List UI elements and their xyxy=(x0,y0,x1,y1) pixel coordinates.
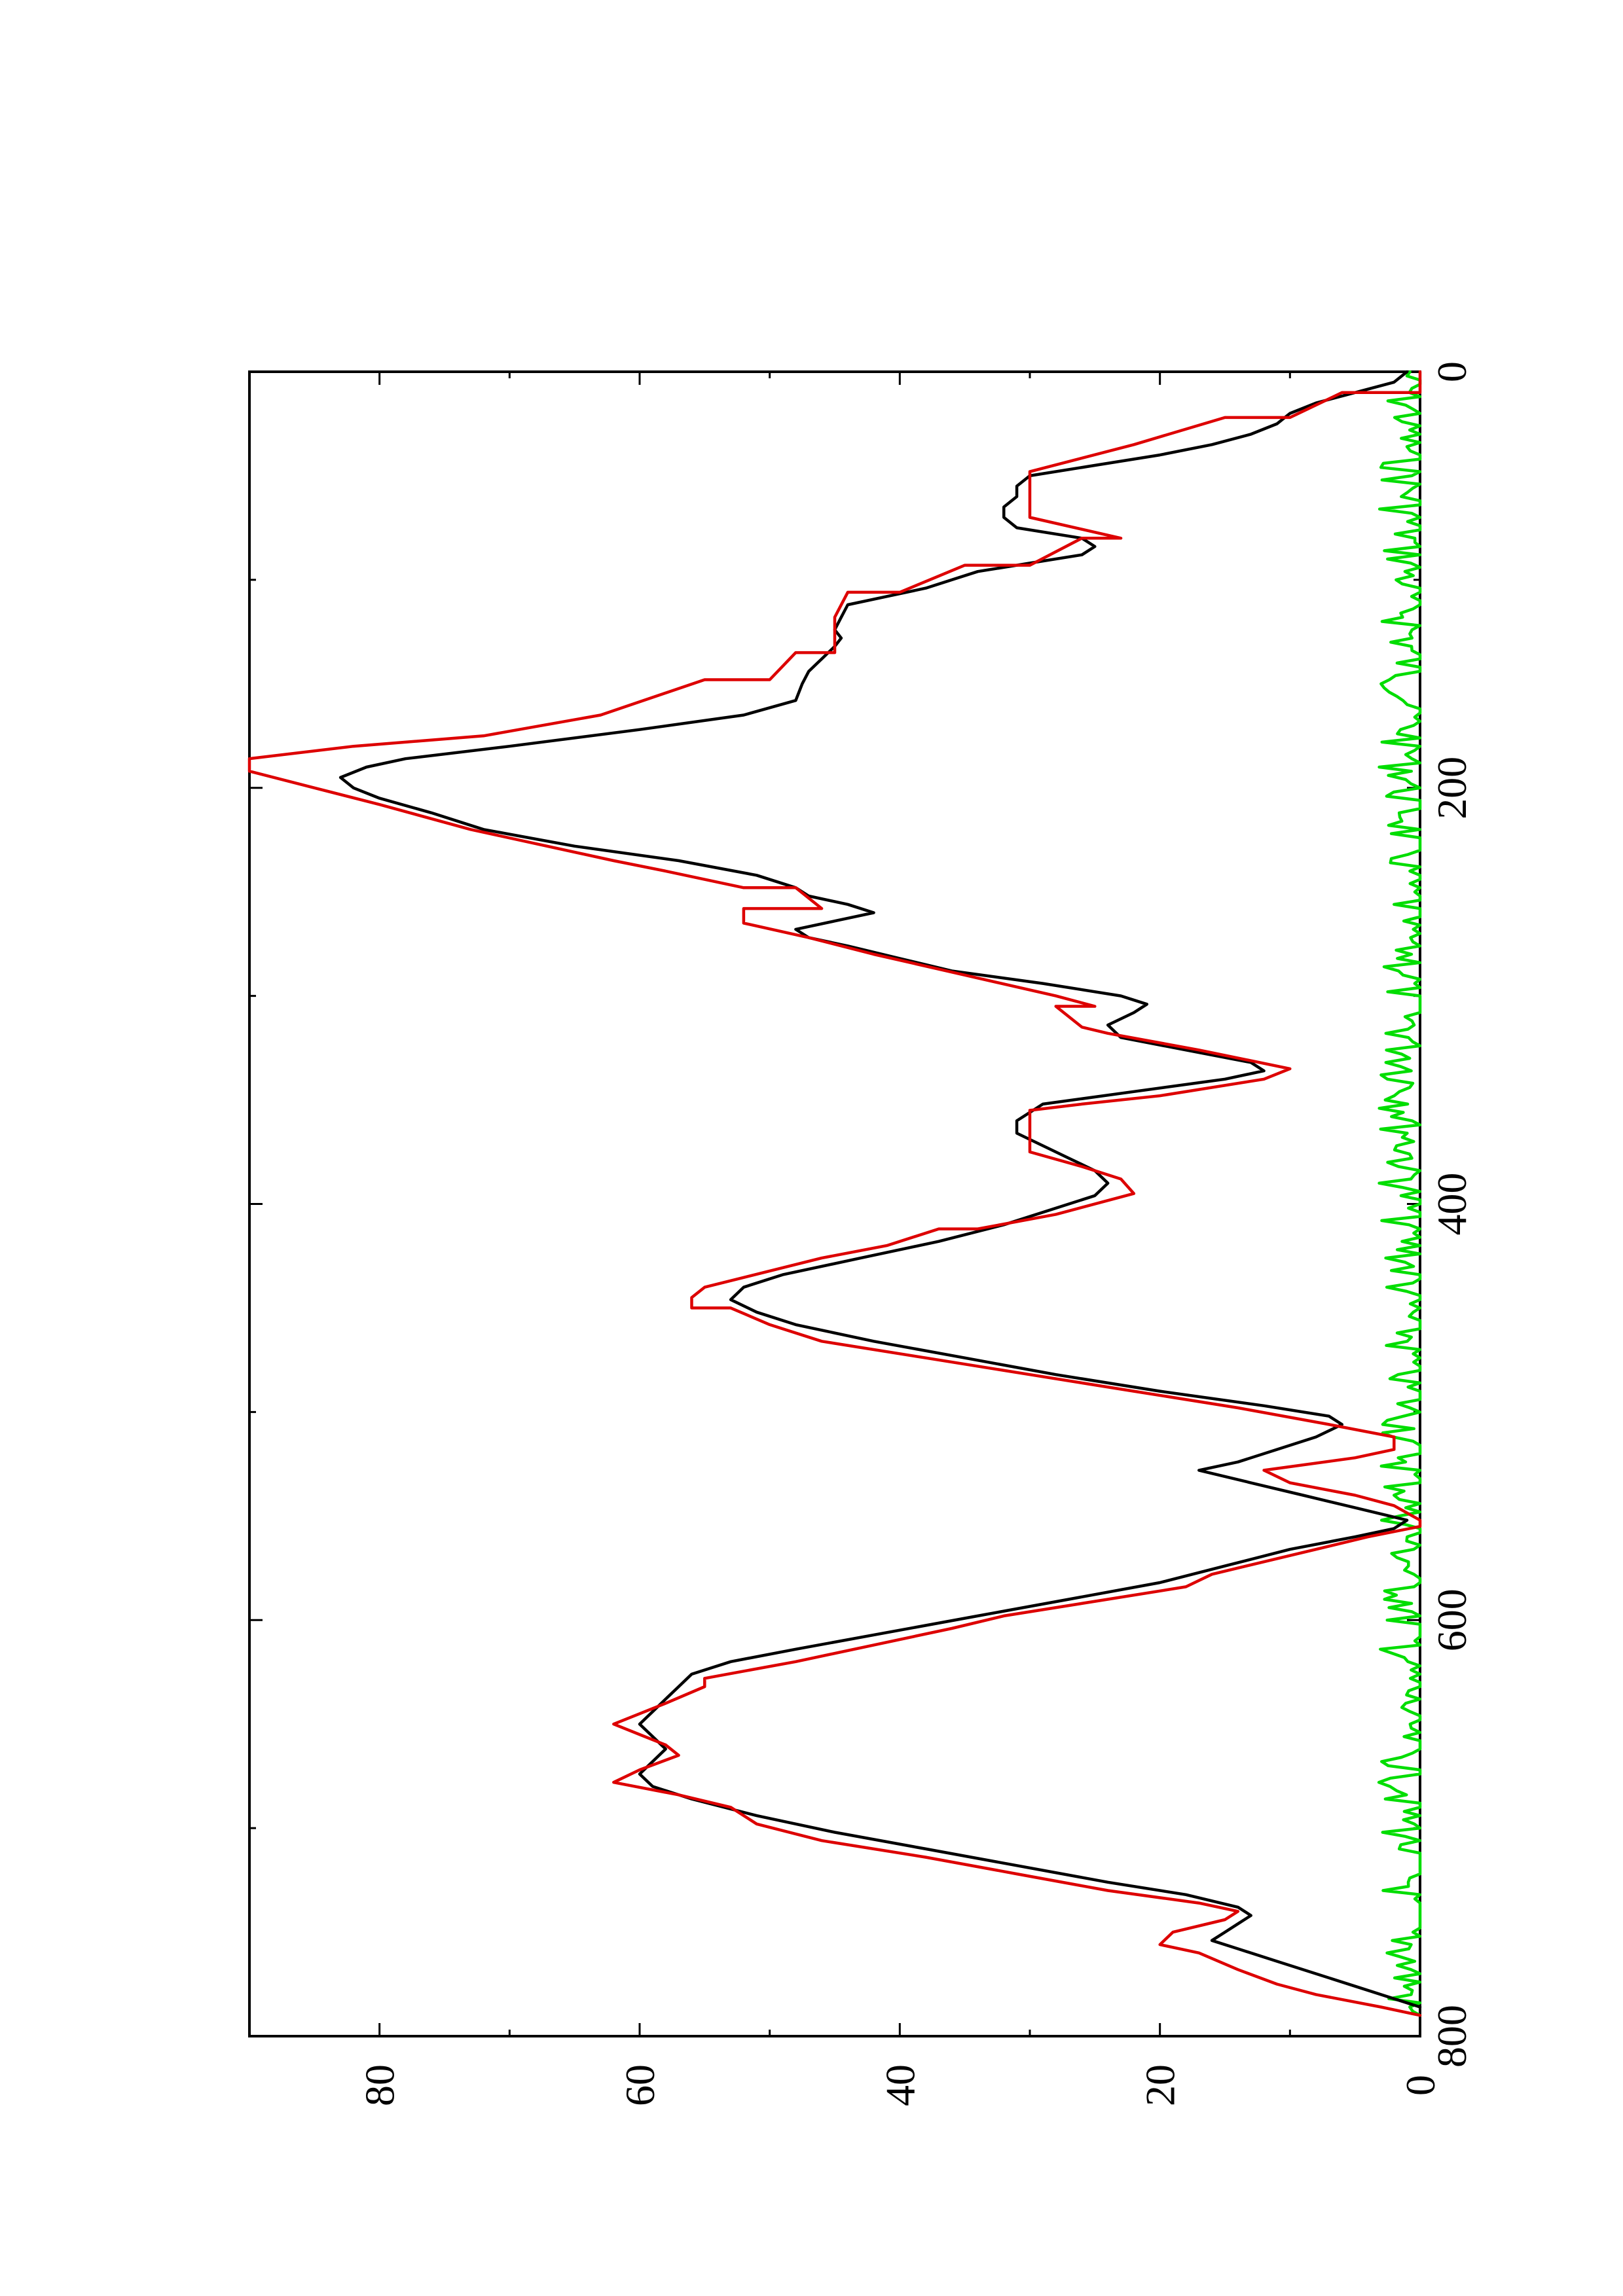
y-tick-label: 0 xyxy=(1397,2075,1444,2096)
x-tick-label: 200 xyxy=(1429,757,1475,819)
x-tick-label: 800 xyxy=(1429,2005,1475,2068)
y-tick-label: 80 xyxy=(357,2064,403,2106)
series-line-1 xyxy=(338,370,1422,2009)
series-line-2 xyxy=(247,370,1422,2017)
series-line-3 xyxy=(1377,370,1422,2017)
x-tick-label: 400 xyxy=(1429,1173,1475,1236)
plot-area: 0 200 400 600 800 0 20 40 60 80 xyxy=(247,361,1475,2106)
x-tick-label: 600 xyxy=(1429,1588,1475,1651)
y-tick-label: 40 xyxy=(877,2064,923,2106)
y-tick-label: 20 xyxy=(1137,2064,1184,2106)
y-tick-label: 60 xyxy=(617,2064,663,2106)
tick-labels: 0 200 400 600 800 0 20 40 60 80 xyxy=(357,361,1475,2106)
series-layer xyxy=(247,370,1422,2017)
x-tick-label: 0 xyxy=(1429,361,1475,382)
